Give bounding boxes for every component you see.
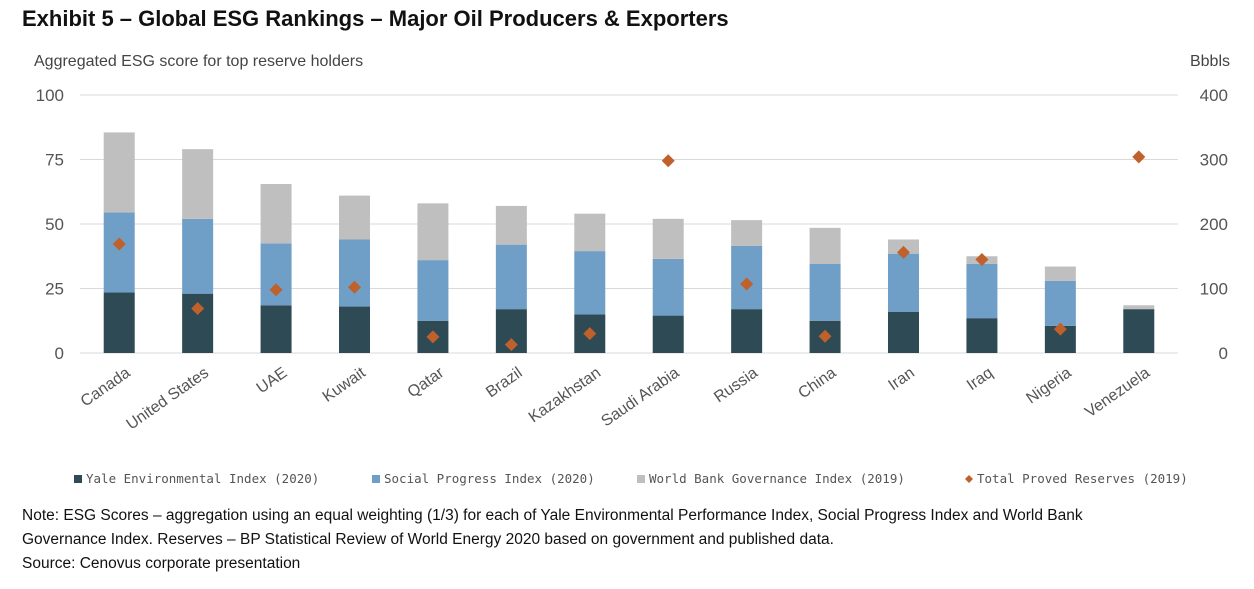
bar-segment-governance xyxy=(495,205,527,245)
legend-swatch xyxy=(637,475,645,483)
reserve-markers xyxy=(112,150,1146,352)
reserve-marker xyxy=(269,283,283,297)
right-tick-label: 100 xyxy=(1200,280,1228,299)
bar-segment-governance xyxy=(809,227,841,264)
bar-segment-yale xyxy=(966,318,998,353)
bar-segment-social xyxy=(103,212,135,293)
reserve-marker xyxy=(975,252,989,266)
left-axis-ticks: 0 25 50 75 100 xyxy=(36,86,64,363)
bar-segment-yale xyxy=(652,315,684,353)
category-label: China xyxy=(795,364,839,402)
category-label: UAE xyxy=(254,364,291,397)
right-tick-label: 200 xyxy=(1200,215,1228,234)
legend-swatch xyxy=(74,475,82,483)
reserve-marker xyxy=(818,329,832,343)
exhibit-title: Exhibit 5 – Global ESG Rankings – Major … xyxy=(22,6,729,31)
bar-segment-governance xyxy=(182,149,214,219)
bar-segment-yale xyxy=(260,305,292,353)
reserve-marker xyxy=(661,154,675,168)
bar-segment-governance xyxy=(1044,266,1076,281)
bar-segment-yale xyxy=(1123,309,1155,353)
legend-item: Social Progress Index (2020) xyxy=(372,471,595,486)
legend-item: World Bank Governance Index (2019) xyxy=(637,471,905,486)
bar-segment-governance xyxy=(574,213,606,252)
bar-segment-governance xyxy=(339,195,370,240)
bar-segment-social xyxy=(495,244,527,310)
bar-segment-governance xyxy=(652,218,684,259)
esg-chart: Aggregated ESG score for top reserve hol… xyxy=(34,53,1230,486)
bar-segment-social xyxy=(339,239,370,307)
category-label: Nigeria xyxy=(1023,364,1074,407)
secondary-axis-unit-label: Bbbls xyxy=(1190,53,1230,70)
legend-item: Yale Environmental Index (2020) xyxy=(74,471,319,486)
bar-segment-yale xyxy=(731,309,763,353)
right-axis-ticks: 0 100 200 300 400 xyxy=(1200,86,1228,363)
bar-segment-social xyxy=(417,260,449,321)
note-line-1: Note: ESG Scores – aggregation using an … xyxy=(22,507,1083,524)
category-label: United States xyxy=(123,364,211,433)
bar-segment-governance xyxy=(731,220,763,246)
stacked-bars xyxy=(103,132,1155,353)
category-label: Qatar xyxy=(405,364,448,401)
bar-segment-governance xyxy=(417,203,449,261)
legend-label: Total Proved Reserves (2019) xyxy=(977,471,1188,486)
chart-subtitle: Aggregated ESG score for top reserve hol… xyxy=(34,53,363,70)
legend-marker xyxy=(965,475,973,483)
left-tick-label: 100 xyxy=(36,86,64,105)
reserve-marker xyxy=(191,301,205,315)
left-tick-label: 0 xyxy=(55,344,64,363)
chart-legend: Yale Environmental Index (2020) Social Pr… xyxy=(74,471,1188,486)
note-line-2: Governance Index. Reserves – BP Statisti… xyxy=(22,531,834,548)
footnotes: Note: ESG Scores – aggregation using an … xyxy=(22,504,1247,576)
category-label: Iraq xyxy=(964,364,996,394)
bar-segment-governance xyxy=(260,184,292,244)
bar-segment-social xyxy=(182,218,214,294)
bar-segment-social xyxy=(574,251,606,315)
bar-segment-governance xyxy=(103,132,135,213)
reserve-marker xyxy=(897,245,910,259)
bar-segment-governance xyxy=(1123,305,1155,310)
reserve-marker xyxy=(583,327,597,341)
bar-segment-social xyxy=(966,263,998,319)
legend-swatch xyxy=(372,475,380,483)
bar-segment-yale xyxy=(103,292,135,353)
reserve-marker xyxy=(426,330,440,344)
category-label: Canada xyxy=(78,364,134,410)
legend-label: World Bank Governance Index (2019) xyxy=(649,471,905,486)
bar-segment-social xyxy=(652,258,684,316)
category-label: Brazil xyxy=(483,364,526,401)
legend-item: Total Proved Reserves (2019) xyxy=(965,471,1188,486)
bar-segment-yale xyxy=(339,306,370,353)
reserve-marker xyxy=(348,280,361,294)
source-line: Source: Cenovus corporate presentation xyxy=(22,555,301,572)
category-label: Kuwait xyxy=(320,364,370,406)
category-label: Venezuela xyxy=(1082,364,1153,421)
category-label: Russia xyxy=(711,364,761,406)
bar-segment-social xyxy=(809,263,841,321)
bar-segment-social xyxy=(1044,280,1076,326)
left-tick-label: 50 xyxy=(45,215,64,234)
left-tick-label: 25 xyxy=(45,280,64,299)
category-label: Iran xyxy=(885,364,917,394)
reserve-marker xyxy=(112,237,126,251)
reserve-marker xyxy=(740,277,754,291)
legend-label: Social Progress Index (2020) xyxy=(384,471,595,486)
reserve-marker xyxy=(1053,322,1067,336)
reserve-marker xyxy=(504,338,518,352)
right-tick-label: 400 xyxy=(1200,86,1228,105)
bar-segment-social xyxy=(888,253,919,312)
category-label: Kazakhstan xyxy=(526,364,604,426)
category-label: Saudi Arabia xyxy=(598,364,682,430)
left-tick-label: 75 xyxy=(45,151,64,170)
right-tick-label: 300 xyxy=(1200,151,1228,170)
reserve-marker xyxy=(1132,150,1146,164)
legend-label: Yale Environmental Index (2020) xyxy=(86,471,319,486)
bar-segment-yale xyxy=(888,311,919,353)
gridlines xyxy=(80,94,1178,354)
right-tick-label: 0 xyxy=(1219,344,1228,363)
